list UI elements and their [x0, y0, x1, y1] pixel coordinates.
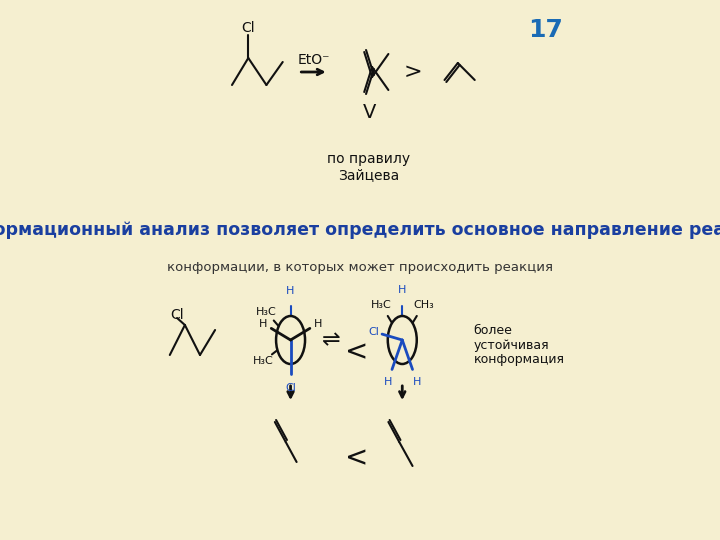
Text: <: <	[346, 444, 369, 472]
Text: конформации, в которых может происходить реакция: конформации, в которых может происходить…	[167, 261, 553, 274]
Text: V: V	[362, 103, 376, 122]
Text: Cl: Cl	[285, 383, 296, 393]
Text: H: H	[413, 376, 421, 387]
Text: >: >	[404, 62, 423, 82]
Text: H₃C: H₃C	[253, 356, 274, 366]
Text: Конформационный анализ позволяет определить основное направление реакции:: Конформационный анализ позволяет определ…	[0, 221, 720, 239]
Ellipse shape	[276, 316, 305, 364]
Text: Cl: Cl	[369, 327, 379, 336]
Ellipse shape	[388, 316, 417, 364]
Text: CH₃: CH₃	[413, 300, 434, 309]
Text: Cl: Cl	[241, 21, 255, 35]
Text: H: H	[384, 376, 392, 387]
Text: Cl: Cl	[170, 308, 184, 322]
Text: EtO⁻: EtO⁻	[297, 53, 330, 67]
Text: H: H	[398, 285, 407, 295]
Text: H: H	[314, 319, 322, 328]
Text: H₃C: H₃C	[371, 300, 391, 309]
Text: H₃C: H₃C	[256, 307, 276, 317]
Text: 17: 17	[528, 18, 564, 42]
Text: ⇌: ⇌	[322, 330, 341, 350]
Text: по правилу
Зайцева: по правилу Зайцева	[328, 152, 410, 182]
Text: H: H	[259, 319, 268, 328]
Text: H: H	[287, 286, 294, 296]
Text: более
устойчивая
конформация: более устойчивая конформация	[474, 323, 564, 367]
Text: <: <	[346, 338, 369, 366]
